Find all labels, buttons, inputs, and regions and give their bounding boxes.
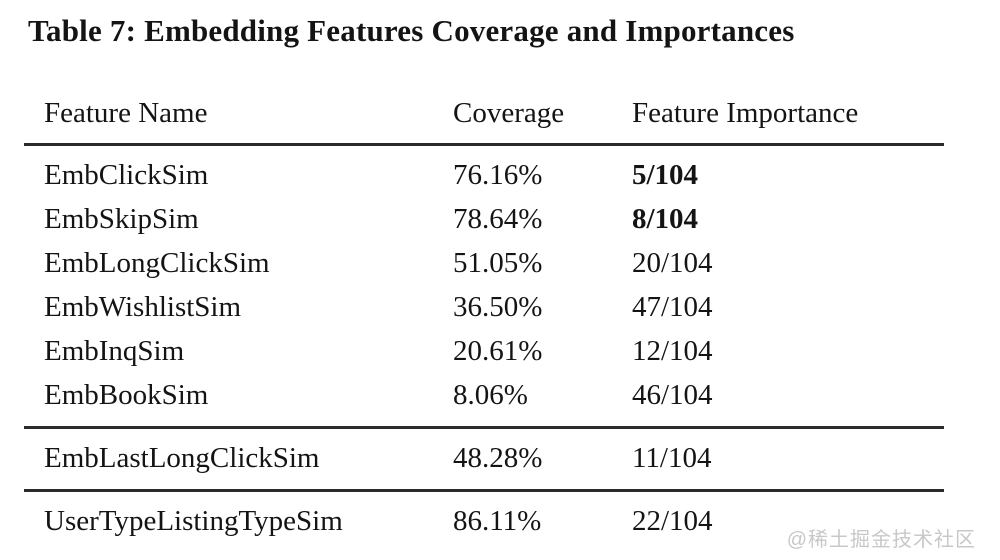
- importance-cell: 46/104: [632, 378, 713, 411]
- importance-cell: 12/104: [632, 334, 713, 367]
- coverage-cell: 76.16%: [453, 158, 543, 191]
- importance-cell: 20/104: [632, 246, 713, 279]
- table-row: UserTypeListingTypeSim 86.11% 22/104: [24, 499, 944, 543]
- coverage-cell: 48.28%: [453, 441, 543, 474]
- table-row: EmbClickSim 76.16% 5/104: [24, 153, 944, 197]
- table-body: EmbClickSim 76.16% 5/104 EmbSkipSim 78.64% 8/…: [24, 146, 944, 543]
- features-table: Feature Name Coverage Feature Importance…: [24, 95, 944, 543]
- table-row: EmbLastLongClickSim 48.28% 11/104: [24, 436, 944, 480]
- coverage-cell: 51.05%: [453, 246, 543, 279]
- table-row: EmbInqSim 20.61% 12/104: [24, 329, 944, 373]
- watermark: @稀土掘金技术社区: [786, 529, 976, 551]
- table-caption: Table 7: Embedding Features Coverage and…: [28, 13, 795, 48]
- table-group: EmbClickSim 76.16% 5/104 EmbSkipSim 78.64% 8/…: [24, 146, 944, 426]
- coverage-cell: 86.11%: [453, 504, 542, 537]
- importance-cell: 11/104: [632, 441, 712, 474]
- coverage-cell: 8.06%: [453, 378, 528, 411]
- table-group: UserTypeListingTypeSim 86.11% 22/104: [24, 489, 944, 543]
- feature-name-cell: EmbBookSim: [44, 378, 209, 411]
- column-header-feature-importance: Feature Importance: [632, 97, 859, 129]
- feature-name-cell: EmbClickSim: [44, 158, 209, 191]
- feature-name-cell: EmbLongClickSim: [44, 246, 270, 279]
- column-header-feature-name: Feature Name: [44, 97, 208, 129]
- table-row: EmbSkipSim 78.64% 8/104: [24, 197, 944, 241]
- importance-cell: 5/104: [632, 158, 699, 191]
- table-row: EmbBookSim 8.06% 46/104: [24, 373, 944, 417]
- feature-name-cell: EmbWishlistSim: [44, 290, 242, 323]
- column-header-coverage: Coverage: [453, 97, 565, 129]
- table-row: EmbWishlistSim 36.50% 47/104: [24, 285, 944, 329]
- importance-cell: 8/104: [632, 202, 699, 235]
- importance-cell: 47/104: [632, 290, 713, 323]
- feature-name-cell: EmbInqSim: [44, 334, 185, 367]
- table-row: EmbLongClickSim 51.05% 20/104: [24, 241, 944, 285]
- feature-name-cell: EmbLastLongClickSim: [44, 441, 320, 474]
- coverage-cell: 78.64%: [453, 202, 543, 235]
- feature-name-cell: UserTypeListingTypeSim: [44, 504, 343, 537]
- importance-cell: 22/104: [632, 504, 713, 537]
- table-group: EmbLastLongClickSim 48.28% 11/104: [24, 426, 944, 489]
- coverage-cell: 20.61%: [453, 334, 543, 367]
- coverage-cell: 36.50%: [453, 290, 543, 323]
- table-header-row: Feature Name Coverage Feature Importance: [24, 95, 944, 146]
- feature-name-cell: EmbSkipSim: [44, 202, 199, 235]
